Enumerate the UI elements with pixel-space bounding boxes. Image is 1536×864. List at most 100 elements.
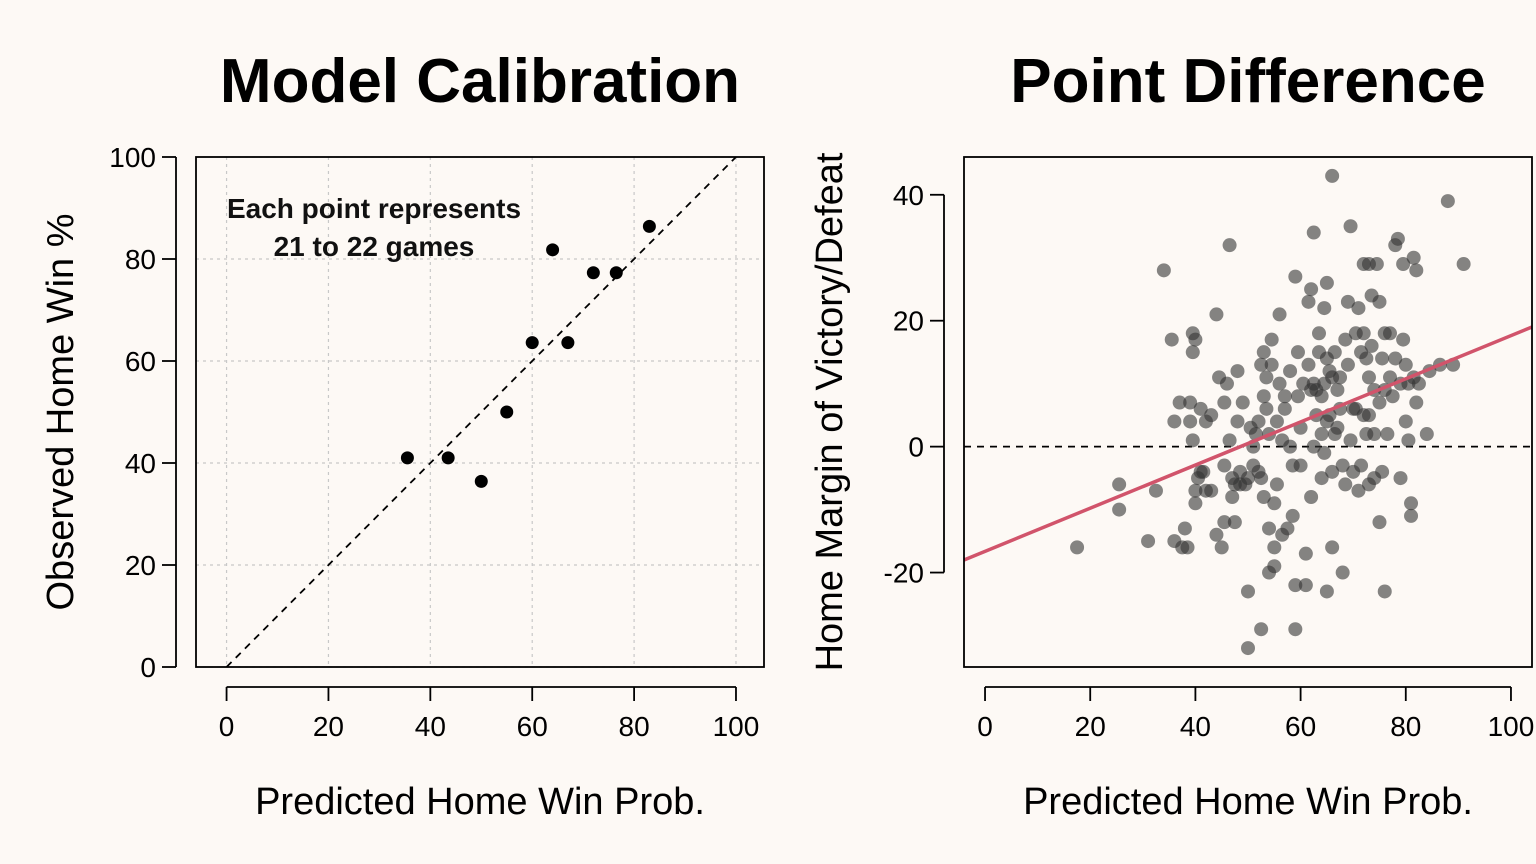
data-point <box>1325 168 1340 183</box>
data-point <box>1141 534 1156 549</box>
data-point <box>546 243 560 257</box>
data-point <box>1230 414 1245 429</box>
data-point <box>1209 527 1224 542</box>
data-point <box>1277 401 1292 416</box>
data-point <box>1188 332 1203 347</box>
x-tick-label: 20 <box>1075 711 1106 742</box>
data-point <box>1209 307 1224 322</box>
data-point <box>1380 427 1395 442</box>
data-point <box>1241 641 1255 656</box>
data-point <box>1383 326 1397 341</box>
data-point <box>1183 414 1198 429</box>
y-tick-label: 40 <box>893 180 924 211</box>
data-point <box>1317 301 1332 316</box>
calibration-annotation: Each point represents 21 to 22 games <box>227 193 521 262</box>
data-point <box>1177 521 1192 536</box>
data-point <box>500 405 514 419</box>
data-point <box>1214 540 1229 555</box>
data-point <box>1183 395 1198 410</box>
point-difference-x-axis: 0 20 40 60 80 100 <box>977 686 1534 742</box>
calibration-x-axis-label: Predicted Home Win Prob. <box>255 781 705 823</box>
x-tick-label: 0 <box>219 711 235 742</box>
data-point <box>1188 483 1203 498</box>
data-point <box>1388 351 1403 366</box>
data-point <box>1383 370 1397 385</box>
data-point <box>1188 496 1203 511</box>
data-point <box>1283 439 1298 454</box>
y-tick-label: -20 <box>884 558 924 589</box>
x-tick-label: 40 <box>1180 711 1211 742</box>
data-point <box>1196 464 1211 479</box>
data-point <box>1351 301 1366 316</box>
x-tick-label: 100 <box>713 711 760 742</box>
data-point <box>1396 257 1411 272</box>
calibration-grid <box>196 156 764 668</box>
data-point <box>1185 345 1200 360</box>
data-point <box>1269 477 1284 492</box>
data-point <box>525 336 539 350</box>
data-point <box>1335 565 1350 580</box>
data-point <box>1267 496 1282 511</box>
data-point <box>586 266 600 280</box>
data-point <box>1290 345 1305 360</box>
point-difference-y-axis: -20 0 20 40 <box>884 180 945 589</box>
data-point <box>1390 231 1405 246</box>
calibration-title: Model Calibration <box>220 47 740 116</box>
x-tick-label: 20 <box>313 711 344 742</box>
data-point <box>1393 471 1408 486</box>
point-difference-y-axis-label: Home Margin of Victory/Defeat <box>809 152 851 671</box>
data-point <box>1372 294 1387 309</box>
data-point <box>1401 433 1416 448</box>
data-point <box>1241 584 1255 599</box>
point-difference-title: Point Difference <box>1010 47 1485 116</box>
data-point <box>1377 584 1392 599</box>
y-tick-label: 80 <box>125 244 156 275</box>
x-tick-label: 60 <box>1285 711 1316 742</box>
data-point <box>1456 257 1471 272</box>
data-point <box>1225 490 1240 504</box>
data-point <box>1359 351 1374 366</box>
data-point <box>1288 622 1303 637</box>
data-point <box>1280 521 1295 536</box>
calibration-panel: Model Calibration Predicted Home Win Pro… <box>40 47 765 823</box>
data-point <box>1338 332 1353 347</box>
data-point <box>1411 376 1426 391</box>
data-point <box>1254 622 1269 637</box>
fit-line-group <box>963 325 1533 562</box>
calibration-y-axis: 0 20 40 60 80 100 <box>109 142 177 683</box>
data-point <box>1319 275 1334 290</box>
data-point <box>1398 357 1413 372</box>
data-point <box>1343 433 1358 448</box>
data-point <box>474 474 488 488</box>
calibration-y-axis-label: Observed Home Win % <box>40 213 82 610</box>
data-point <box>1398 414 1413 429</box>
point-difference-plot-frame <box>963 156 1533 668</box>
x-tick-label: 60 <box>517 711 548 742</box>
data-point <box>1267 559 1282 574</box>
data-point <box>561 336 575 350</box>
data-point <box>1262 521 1277 536</box>
data-point <box>1361 370 1376 385</box>
data-point <box>1222 238 1237 253</box>
data-point <box>1148 483 1163 498</box>
data-point <box>1185 433 1200 448</box>
data-point <box>1409 263 1424 278</box>
data-point <box>1301 294 1316 309</box>
data-point <box>1256 490 1271 504</box>
y-tick-label: 20 <box>125 550 156 581</box>
data-point <box>1333 370 1348 385</box>
data-point <box>1264 332 1279 347</box>
data-point <box>1306 225 1321 240</box>
y-tick-label: 40 <box>125 448 156 479</box>
data-point <box>1319 584 1334 599</box>
calibration-reference-line-group <box>225 156 737 668</box>
data-point <box>1256 345 1271 360</box>
data-point <box>609 266 623 280</box>
data-point <box>1325 464 1340 479</box>
y-tick-label: 0 <box>908 432 924 463</box>
data-point <box>1272 307 1287 322</box>
data-point <box>1314 427 1329 442</box>
data-point <box>1285 508 1300 523</box>
data-point <box>1367 427 1382 442</box>
x-tick-label: 0 <box>977 711 993 742</box>
